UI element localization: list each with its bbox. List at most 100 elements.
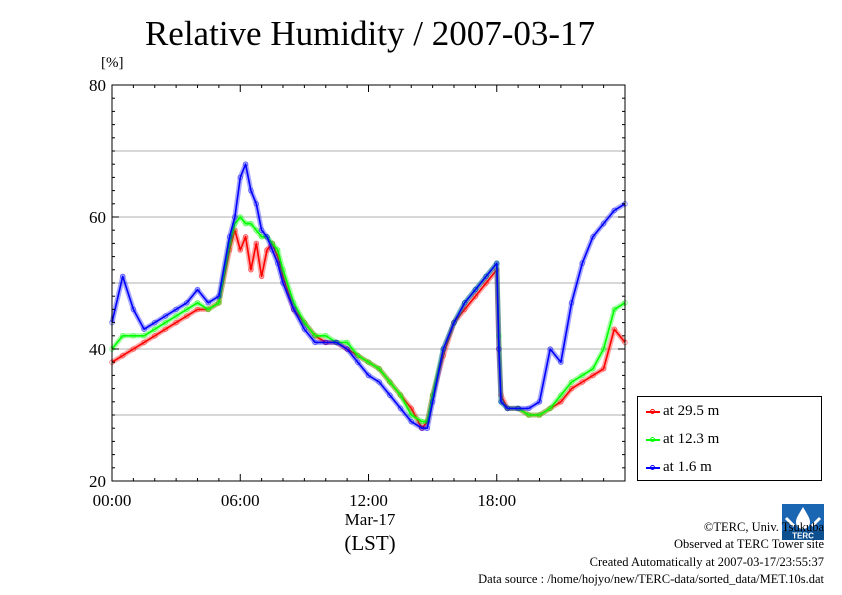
y-tick-label: 60 xyxy=(89,208,106,227)
series-0 xyxy=(109,227,628,432)
chart-title: Relative Humidity / 2007-03-17 xyxy=(144,14,596,53)
legend-label: at 29.5 m xyxy=(663,403,720,419)
axis-ticks xyxy=(111,84,626,482)
data-point xyxy=(301,319,308,326)
data-point xyxy=(184,300,190,306)
data-point xyxy=(461,306,468,313)
data-point xyxy=(376,366,382,372)
series-halo xyxy=(110,227,627,431)
legend-label: at 12.3 m xyxy=(663,431,720,447)
data-point xyxy=(184,313,190,319)
data-point xyxy=(253,227,260,233)
data-point xyxy=(119,352,126,359)
credit-copyright: ©TERC, Univ. Tsukuba xyxy=(703,520,824,534)
data-point xyxy=(205,300,211,306)
legend-item-12-3m: at 12.3 m xyxy=(644,429,819,451)
data-point xyxy=(547,405,553,412)
series-lines xyxy=(109,161,628,432)
x-tick-label: 18:00 xyxy=(477,491,516,510)
data-point xyxy=(205,306,211,313)
legend: at 29.5 m at 12.3 m at 1.6 m xyxy=(637,396,822,481)
series-1 xyxy=(109,214,628,425)
data-point xyxy=(590,366,596,372)
data-point xyxy=(376,366,382,372)
credit-created: Created Automatically at 2007-03-17/23:5… xyxy=(589,554,824,569)
data-point xyxy=(397,392,404,399)
data-point xyxy=(162,319,169,326)
legend-swatch-blue xyxy=(646,465,660,470)
series-line xyxy=(111,229,626,430)
data-point xyxy=(344,346,350,352)
data-point xyxy=(184,306,190,313)
data-point xyxy=(130,346,137,352)
data-point xyxy=(472,286,479,293)
data-point xyxy=(611,207,618,214)
data-point xyxy=(269,247,276,253)
data-point xyxy=(472,286,479,293)
data-point xyxy=(387,392,393,399)
data-point xyxy=(162,326,169,333)
series-line xyxy=(111,216,626,423)
x-axis-unit-label: (LST) xyxy=(344,531,396,555)
credit-site: Observed at TERC Tower site xyxy=(673,537,824,552)
data-point xyxy=(568,385,575,392)
data-point xyxy=(451,319,457,326)
legend-swatch-green xyxy=(646,437,660,442)
series-line xyxy=(111,163,626,430)
logo-text: TERC xyxy=(792,532,814,541)
y-tick-label: 40 xyxy=(89,340,106,359)
data-point xyxy=(472,293,479,300)
credits-block: ©TERC, Univ. Tsukuba Observed at TERC To… xyxy=(478,519,824,588)
legend-item-1-6m: at 1.6 m xyxy=(644,457,819,479)
y-axis-unit-label: [%] xyxy=(101,55,124,71)
series-halo xyxy=(110,214,627,425)
data-point xyxy=(151,319,158,326)
y-tick-label: 80 xyxy=(89,76,106,95)
data-point xyxy=(579,372,586,379)
series-halo xyxy=(109,161,627,431)
data-point xyxy=(600,220,607,227)
data-point xyxy=(264,234,270,240)
terc-logo-icon: TERC xyxy=(782,504,824,540)
data-point xyxy=(387,379,393,385)
data-point xyxy=(590,372,596,379)
data-point xyxy=(568,379,575,385)
data-point xyxy=(483,273,489,280)
x-axis-date-label: Mar-17 xyxy=(344,510,396,529)
data-point xyxy=(579,379,586,385)
data-point xyxy=(237,214,244,220)
data-point xyxy=(173,306,179,313)
series-2 xyxy=(109,161,628,432)
data-point xyxy=(397,392,404,399)
x-tick-label: 00:00 xyxy=(93,491,132,510)
data-point xyxy=(461,300,468,306)
data-point xyxy=(483,280,489,286)
data-point xyxy=(194,300,201,306)
data-point xyxy=(376,379,382,385)
x-tick-label: 12:00 xyxy=(349,491,388,510)
data-point xyxy=(365,359,372,366)
data-point xyxy=(141,339,147,346)
data-point xyxy=(558,399,564,405)
data-point xyxy=(301,319,308,326)
data-point xyxy=(408,412,415,418)
data-point xyxy=(151,326,158,333)
legend-swatch-red xyxy=(646,409,660,414)
x-tick-label: 06:00 xyxy=(221,491,260,510)
data-point xyxy=(365,372,372,379)
data-point xyxy=(344,346,350,352)
data-point xyxy=(173,319,179,326)
data-point xyxy=(558,392,564,399)
data-point xyxy=(355,359,361,366)
data-point xyxy=(397,405,404,412)
data-point xyxy=(590,234,596,240)
legend-item-29-5m: at 29.5 m xyxy=(644,401,819,423)
data-point xyxy=(162,313,169,319)
data-point xyxy=(365,359,372,366)
legend-label: at 1.6 m xyxy=(663,459,712,475)
axis-tick-labels: 20 40 60 80 00:00 06:00 12:00 18:00 xyxy=(89,76,516,510)
data-point xyxy=(451,319,457,326)
data-point xyxy=(483,273,489,280)
y-tick-label: 20 xyxy=(89,472,106,491)
